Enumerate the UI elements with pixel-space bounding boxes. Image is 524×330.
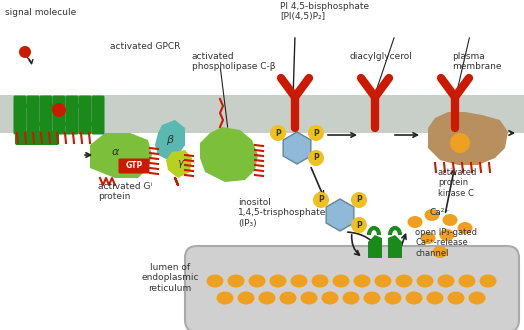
Text: open IP₃-gated
Ca²⁺-release
channel: open IP₃-gated Ca²⁺-release channel [415,228,477,258]
Text: inositol
1,4,5-trisphosphate
(IP₃): inositol 1,4,5-trisphosphate (IP₃) [238,198,326,228]
FancyBboxPatch shape [27,95,39,135]
Ellipse shape [279,291,297,305]
Ellipse shape [440,229,454,241]
Ellipse shape [457,222,473,234]
Text: α: α [111,147,119,157]
Ellipse shape [385,291,401,305]
Polygon shape [326,199,354,231]
Text: γ: γ [177,158,183,168]
Ellipse shape [258,291,276,305]
Polygon shape [200,127,258,182]
Text: P: P [313,153,319,162]
FancyBboxPatch shape [185,246,519,330]
Polygon shape [90,133,152,178]
Ellipse shape [458,275,475,287]
Ellipse shape [311,275,329,287]
Ellipse shape [364,291,380,305]
Polygon shape [388,235,402,258]
Bar [0,95,524,133]
Ellipse shape [290,275,308,287]
Ellipse shape [447,291,464,305]
Ellipse shape [237,291,255,305]
Ellipse shape [322,291,339,305]
Text: PI 4,5-bisphosphate
[PI(4,5)P₂]: PI 4,5-bisphosphate [PI(4,5)P₂] [280,2,369,21]
Ellipse shape [420,232,435,244]
Text: activated
protein
kinase C: activated protein kinase C [438,168,477,198]
Text: P: P [356,195,362,205]
Ellipse shape [300,291,318,305]
Text: P: P [318,195,324,205]
Polygon shape [283,132,311,164]
Text: activated GPCR: activated GPCR [110,42,180,51]
Ellipse shape [206,275,224,287]
Ellipse shape [269,275,287,287]
Ellipse shape [417,275,433,287]
Polygon shape [368,235,382,258]
Circle shape [308,150,324,166]
Circle shape [52,103,66,117]
Circle shape [308,125,324,141]
Text: diacylglycerol: diacylglycerol [350,52,413,61]
Ellipse shape [427,291,443,305]
Ellipse shape [432,246,447,258]
Text: activated
phospholipase C-β: activated phospholipase C-β [192,52,276,71]
Ellipse shape [442,214,457,226]
Text: signal molecule: signal molecule [5,8,77,17]
Circle shape [270,125,286,141]
Ellipse shape [343,291,359,305]
Ellipse shape [333,275,350,287]
Ellipse shape [424,209,440,221]
Text: P: P [356,220,362,229]
Circle shape [19,46,31,58]
Circle shape [351,217,367,233]
FancyBboxPatch shape [92,95,104,135]
Ellipse shape [375,275,391,287]
Ellipse shape [408,216,422,228]
FancyBboxPatch shape [79,95,92,135]
Polygon shape [155,120,185,160]
FancyBboxPatch shape [14,95,27,135]
Text: plasma
membrane: plasma membrane [452,52,501,71]
FancyBboxPatch shape [52,95,66,135]
Ellipse shape [216,291,234,305]
Ellipse shape [479,275,497,287]
Circle shape [313,192,329,208]
Polygon shape [428,112,508,165]
Text: β: β [167,135,173,145]
FancyBboxPatch shape [39,95,52,135]
Text: Ca²⁺: Ca²⁺ [430,208,450,217]
Text: P: P [313,128,319,138]
FancyBboxPatch shape [15,131,59,145]
Ellipse shape [227,275,245,287]
Text: lumen of
endoplasmic
reticulum: lumen of endoplasmic reticulum [141,263,199,293]
Ellipse shape [438,275,454,287]
Ellipse shape [248,275,266,287]
FancyBboxPatch shape [118,158,149,174]
Text: GTP: GTP [125,161,143,171]
Ellipse shape [406,291,422,305]
Text: activated Gⁱ
protein: activated Gⁱ protein [98,182,152,201]
Ellipse shape [396,275,412,287]
Text: P: P [275,128,281,138]
FancyBboxPatch shape [66,95,79,135]
Circle shape [450,133,470,153]
Ellipse shape [354,275,370,287]
Circle shape [351,192,367,208]
Ellipse shape [468,291,486,305]
Polygon shape [166,150,192,178]
